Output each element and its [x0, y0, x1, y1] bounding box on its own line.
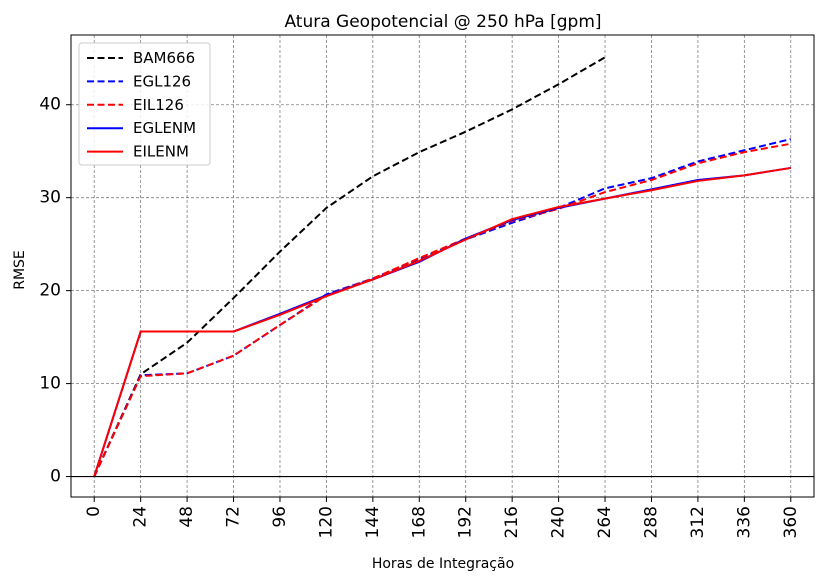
legend-label-bam666: BAM666 [133, 49, 195, 67]
legend-label-eil126: EIL126 [133, 96, 184, 114]
legend-box [78, 42, 211, 166]
y-tick-label: 10 [39, 374, 61, 394]
plot-frame [70, 34, 815, 498]
legend-label-egl126: EGL126 [133, 72, 191, 90]
x-tick-label: 144 [363, 506, 383, 538]
series-line-eilenm [93, 166, 791, 477]
x-tick-label: 360 [781, 506, 801, 538]
legend-label-eilenm: EILENM [133, 143, 189, 161]
x-tick-label: 24 [131, 506, 151, 528]
x-tick-label: 288 [641, 506, 661, 538]
y-tick-label: 0 [50, 467, 61, 487]
x-tick-label: 0 [84, 506, 104, 517]
y-tick-label: 40 [39, 95, 61, 115]
y-tick-label: 20 [39, 281, 61, 301]
series-line-bam666 [93, 56, 606, 477]
x-tick-label: 48 [177, 506, 197, 528]
series-layer [93, 56, 792, 477]
x-tick-label: 336 [734, 506, 754, 538]
y-tick-label: 30 [39, 188, 61, 208]
legend-label-eglenm: EGLENM [133, 119, 196, 137]
x-tick-label: 312 [688, 506, 708, 538]
x-tick-label: 96 [270, 506, 290, 528]
series-line-eil126 [93, 142, 791, 477]
x-tick-label: 240 [549, 506, 569, 538]
x-tick-label: 216 [502, 506, 522, 538]
x-tick-label: 192 [456, 506, 476, 538]
y-axis-title: RMSE [12, 250, 28, 290]
x-tick-label: 264 [595, 506, 615, 538]
legend: BAM666 EGL126 EIL126 EGLENM EILENM [78, 42, 211, 166]
x-tick-label: 120 [316, 506, 336, 538]
x-tick-label: 168 [409, 506, 429, 538]
x-tick-label: 72 [224, 506, 244, 528]
x-axis-title: Horas de Integração [372, 556, 514, 572]
axes: 0 24 48 72 96 120 144 168 192 216 240 264 288 312 336 3… [39, 34, 815, 538]
chart-title: Atura Geopotencial @ 250 hPa [gpm] [284, 12, 601, 32]
